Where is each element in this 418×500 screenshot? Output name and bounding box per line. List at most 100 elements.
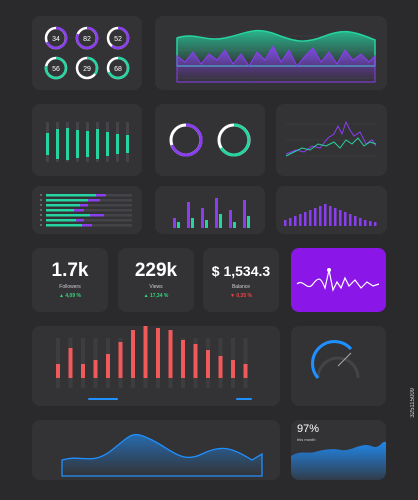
watermark-text: 325115009 — [410, 388, 416, 418]
arrow-down-icon: ▼ — [230, 293, 235, 299]
histogram-card — [276, 186, 387, 234]
red-bar — [156, 328, 160, 378]
vbar-green — [205, 220, 208, 228]
percent-caption: this month — [297, 437, 316, 442]
hist-bar — [324, 204, 327, 226]
vertical-bars-chart — [173, 198, 250, 228]
ring-4 — [44, 56, 68, 80]
hist-bar — [369, 221, 372, 226]
vbar-green — [191, 218, 194, 228]
red-bar — [56, 364, 60, 378]
line-chart-card — [276, 104, 387, 176]
red-bar — [193, 344, 198, 378]
vbar-green — [177, 222, 180, 228]
hist-bar — [364, 220, 367, 226]
red-bar — [243, 364, 248, 378]
vbar-purple — [215, 198, 218, 228]
red-bars-chart — [56, 326, 252, 400]
stat-change-value: 0,35 % — [236, 293, 252, 299]
stat-value: $ 1,534.3 — [211, 263, 271, 279]
hbar-track — [46, 204, 132, 207]
percent-value: 97% — [297, 423, 320, 435]
gauge-needle — [337, 352, 352, 367]
dual-line-chart — [285, 120, 377, 157]
peak-marker — [327, 268, 331, 272]
white-wave-line — [296, 269, 380, 292]
hist-bar — [349, 214, 352, 226]
percent-area — [291, 441, 386, 480]
rings-card: 34 82 52 56 29 68 — [32, 16, 142, 90]
arrow-up-icon: ▲ — [143, 293, 149, 299]
green-bar — [76, 130, 79, 158]
ring-5 — [75, 56, 99, 80]
hbar-green — [46, 209, 74, 212]
horizontal-bars-card — [32, 186, 142, 234]
stat-value: 1.7k — [51, 260, 89, 281]
rings-svg: 34 82 52 56 29 68 — [44, 26, 130, 80]
green-bar — [106, 132, 109, 156]
gauge-fill — [311, 340, 353, 379]
donut-card — [155, 104, 265, 176]
green-bar — [46, 133, 49, 155]
hbar-track — [46, 209, 132, 212]
hist-bar — [304, 212, 307, 226]
red-bar — [106, 354, 110, 378]
hist-bar — [299, 214, 302, 226]
ring-3-label: 52 — [114, 36, 122, 43]
ring-6 — [106, 56, 130, 80]
stat-label: Views — [149, 284, 163, 290]
stat-label: Followers — [59, 284, 81, 290]
hist-bar — [289, 218, 292, 226]
ring-1 — [44, 26, 68, 50]
arrow-up-icon: ▲ — [59, 293, 64, 299]
vbar-green — [233, 222, 236, 228]
red-bar — [143, 326, 148, 378]
scroll-indicator-left — [88, 398, 118, 400]
red-bar — [93, 360, 98, 378]
green-bar — [66, 128, 69, 160]
scroll-indicator-right — [236, 398, 252, 400]
donut-green — [217, 123, 251, 157]
ring-2 — [75, 26, 99, 50]
red-bar — [231, 360, 235, 378]
stat-change-value: 17,34 % — [149, 293, 169, 299]
vbar-purple — [201, 208, 204, 228]
red-bar — [168, 330, 173, 378]
hist-bar — [334, 208, 337, 226]
red-bar — [218, 356, 223, 378]
histogram-chart — [284, 204, 377, 226]
percent-area-chart — [291, 441, 386, 480]
axis-dot — [40, 204, 42, 206]
ring-2-label: 82 — [83, 36, 91, 43]
donut-charts — [169, 123, 251, 157]
green-bar — [96, 129, 99, 159]
hbar-green — [46, 199, 88, 202]
hbar-purple — [90, 214, 104, 217]
ring-3 — [106, 26, 130, 50]
hist-bar — [309, 210, 312, 226]
hbar-green — [46, 219, 76, 222]
vbar-purple — [229, 210, 232, 228]
red-bars-card — [32, 326, 280, 406]
stat-card-followers: 1.7k Followers ▲ 4,09 % — [32, 248, 108, 312]
stat-label: Balance — [231, 284, 251, 290]
stat-value: 229k — [134, 260, 178, 281]
axis-dot — [40, 199, 42, 201]
donut-purple — [169, 123, 203, 157]
axis-dot — [40, 194, 42, 196]
vbar-purple — [243, 200, 246, 228]
hbar-purple — [76, 219, 84, 222]
purple-area — [176, 44, 376, 83]
axis-dot — [40, 219, 42, 221]
green-bar — [126, 135, 129, 153]
green-bar — [116, 134, 119, 154]
vertical-bars-card — [155, 186, 265, 234]
line-grid — [286, 123, 376, 157]
highlight-wave-chart — [296, 268, 380, 292]
hist-bar — [354, 216, 357, 226]
red-bar — [81, 364, 85, 378]
red-bar — [181, 340, 185, 378]
wave-area-card — [155, 16, 387, 90]
stat-change: ▲ 4,09 % — [32, 293, 108, 299]
wave-area-chart — [176, 29, 376, 83]
